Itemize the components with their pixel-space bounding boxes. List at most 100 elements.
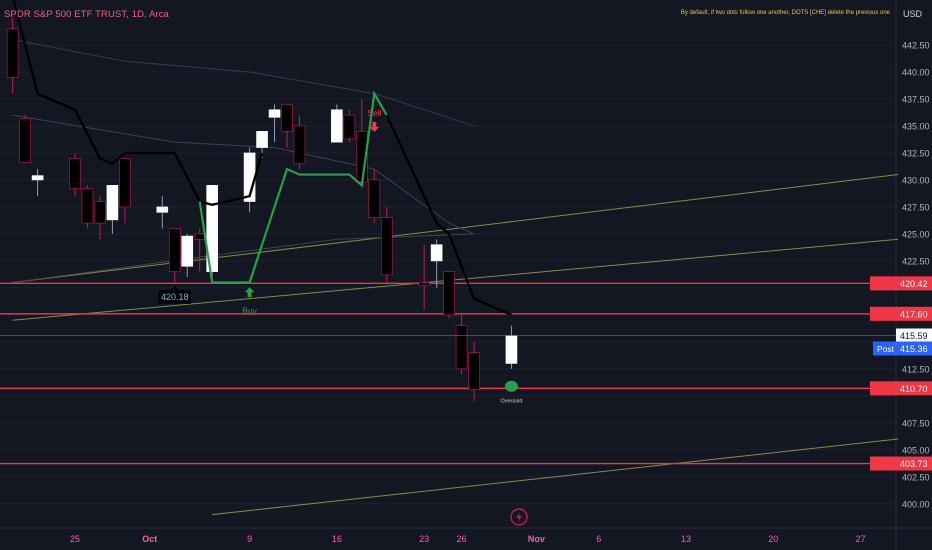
signal-line xyxy=(385,114,512,316)
y-tick-label: 422.50 xyxy=(902,256,930,266)
candle[interactable] xyxy=(443,271,455,319)
candle[interactable] xyxy=(455,314,468,375)
candle[interactable] xyxy=(281,104,293,148)
candle-body xyxy=(69,158,81,189)
candle[interactable] xyxy=(156,196,169,229)
y-tick-label: 402.50 xyxy=(902,472,930,482)
candle[interactable] xyxy=(106,185,119,234)
candle[interactable] xyxy=(181,233,194,278)
buy-label: Buy xyxy=(242,305,257,315)
candle[interactable] xyxy=(468,341,480,402)
signal-lines xyxy=(12,0,512,316)
candle[interactable] xyxy=(69,152,81,197)
y-tick-label: 432.50 xyxy=(902,148,930,158)
lightning-bolt-icon xyxy=(516,512,522,522)
post-label: Post xyxy=(877,344,895,354)
oversold-label: Oversold xyxy=(500,398,522,404)
x-tick-label: 13 xyxy=(681,534,691,544)
trend-lines xyxy=(12,174,899,516)
x-tick-label: 9 xyxy=(247,534,252,544)
y-tick-label: 407.50 xyxy=(902,418,930,428)
candle[interactable] xyxy=(206,185,218,278)
candle[interactable] xyxy=(119,158,131,224)
chart-title[interactable]: SPDR S&P 500 ETF TRUST, 1D, Arca xyxy=(4,9,169,20)
candle-body xyxy=(430,244,443,262)
sell-label: Sell xyxy=(367,108,381,118)
candle[interactable] xyxy=(168,228,181,283)
currency-label[interactable]: USD xyxy=(902,9,922,19)
candle[interactable] xyxy=(94,196,106,240)
price-tag-box xyxy=(158,289,191,304)
y-tick-label: 405.00 xyxy=(902,445,930,455)
candles[interactable] xyxy=(6,18,518,402)
candle[interactable] xyxy=(331,104,343,143)
level-price-tag xyxy=(870,381,932,396)
x-tick-label: 16 xyxy=(332,534,342,544)
candle[interactable] xyxy=(368,169,381,224)
candle[interactable] xyxy=(293,115,306,170)
oversold-dot-icon xyxy=(504,380,518,392)
moving-average-line xyxy=(12,114,475,235)
price-tag-label: 420.18 xyxy=(161,292,189,302)
candle-body xyxy=(181,235,194,267)
current-price-label: 415.59 xyxy=(900,331,928,341)
level-price-tag xyxy=(870,456,932,471)
candle-body xyxy=(31,175,44,181)
candle-body xyxy=(343,114,356,140)
y-tick-label: 440.00 xyxy=(902,67,930,77)
price-axis[interactable]: 400.00 402.50 405.00 407.50 412.50 422.50 425.… xyxy=(0,40,932,509)
level-price-label: 403.73 xyxy=(900,459,928,469)
x-tick-label: 6 xyxy=(596,534,601,544)
time-axis[interactable]: 25 Oct 9 16 23 26 Nov 6 13 20 27 xyxy=(70,508,866,544)
candle[interactable] xyxy=(343,109,356,143)
trend-line xyxy=(12,174,899,283)
candle-body xyxy=(268,109,281,118)
candle-body xyxy=(455,325,468,370)
candle[interactable] xyxy=(81,185,94,229)
x-tick-label: 25 xyxy=(70,534,80,544)
x-tick-label: 27 xyxy=(856,534,866,544)
post-price-label: 415.36 xyxy=(900,344,928,354)
x-tick-label: 23 xyxy=(419,534,429,544)
x-tick-label: 26 xyxy=(457,534,467,544)
annotations: 420.18 Buy Sell Oversold xyxy=(158,108,522,404)
candle[interactable] xyxy=(268,104,281,143)
candle-body xyxy=(380,217,393,276)
candle-body xyxy=(281,104,293,132)
candle-body xyxy=(19,118,31,163)
candle-body xyxy=(6,28,19,78)
trend-line xyxy=(212,438,899,516)
signal-line xyxy=(12,0,264,207)
candle-body xyxy=(331,109,343,143)
candle-body xyxy=(256,131,268,148)
y-tick-label: 425.00 xyxy=(902,229,930,239)
y-tick-label: 435.00 xyxy=(902,121,930,131)
candle-body xyxy=(81,188,94,224)
x-tick-label: 20 xyxy=(768,534,778,544)
candle[interactable] xyxy=(31,169,44,197)
candle-body xyxy=(293,125,306,165)
signal-line-green xyxy=(198,90,388,284)
candle[interactable] xyxy=(430,239,443,288)
indicator-note: By default, if two dots follow one anoth… xyxy=(680,10,890,16)
candle-body xyxy=(156,206,169,213)
candle-body xyxy=(418,282,430,287)
y-tick-label: 400.00 xyxy=(902,499,930,509)
candle-body xyxy=(193,233,206,240)
candle[interactable] xyxy=(418,244,430,310)
level-price-tag xyxy=(870,276,932,291)
candle[interactable] xyxy=(6,18,19,94)
sell-arrow-icon xyxy=(369,121,380,132)
price-tag-pointer xyxy=(170,285,179,290)
candle-body xyxy=(468,352,480,390)
candle-body xyxy=(119,158,131,208)
x-tick-label: Oct xyxy=(142,534,157,544)
buy-arrow-icon xyxy=(244,287,255,298)
lightning-event-icon xyxy=(510,508,528,526)
candle-body xyxy=(106,185,119,221)
x-tick-label: Nov xyxy=(528,534,545,544)
candle[interactable] xyxy=(19,115,31,164)
candle[interactable] xyxy=(380,206,393,283)
level-price-label: 420.42 xyxy=(900,279,928,289)
